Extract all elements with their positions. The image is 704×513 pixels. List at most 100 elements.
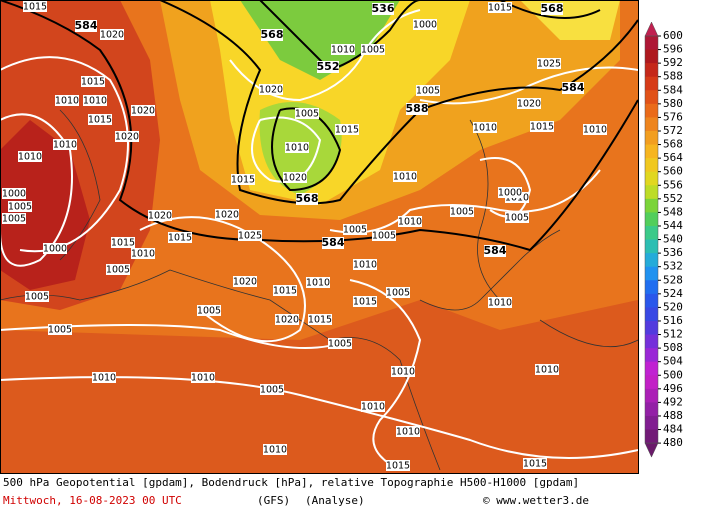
label-box (530, 121, 554, 132)
label-box (115, 131, 139, 142)
label-box (23, 1, 47, 12)
label-box (361, 44, 385, 55)
label-box (131, 105, 155, 116)
label-box (335, 124, 359, 135)
label-box (43, 243, 67, 254)
colorbar-segment (645, 415, 658, 431)
isobar-label: 1015 (81, 77, 105, 88)
label-box (261, 29, 283, 41)
colorbar-segment (645, 36, 658, 51)
label-box (260, 384, 284, 395)
label-box (92, 372, 116, 383)
colorbar-segment (645, 266, 658, 281)
map-frame (0, 0, 639, 474)
label-box (393, 171, 417, 182)
colorbar-segment (645, 212, 658, 227)
colorbar-segment (645, 130, 658, 146)
colorbar-label: 540 (663, 233, 683, 246)
label-box (259, 84, 283, 95)
colorbar-segment (645, 320, 658, 336)
colorbar-segment (645, 90, 658, 105)
label-box (148, 210, 172, 221)
colorbar-label: 576 (663, 110, 683, 123)
label-box (263, 444, 287, 455)
isobar-label: 1005 (295, 109, 319, 120)
colorbar-segment (645, 198, 658, 213)
colorbar-segment (645, 117, 658, 132)
colorbar-label: 580 (663, 97, 683, 110)
label-box (88, 114, 112, 125)
isobar-label: 1005 (2, 214, 26, 225)
isobar-label: 1015 (386, 461, 410, 472)
colorbar-segment (645, 103, 658, 118)
isobar-label: 1015 (231, 175, 255, 186)
label-box (413, 19, 437, 30)
isobar-label: 1010 (353, 260, 377, 271)
label-box (583, 124, 607, 135)
colorbar-segment (645, 307, 658, 322)
label-box (343, 224, 367, 235)
label-box (386, 460, 410, 471)
height-label: 584 (75, 19, 98, 32)
colorbar-segment (645, 171, 658, 186)
model: (GFS) (257, 494, 290, 507)
colorbar-label: 592 (663, 56, 683, 69)
isobar-label: 1015 (23, 2, 47, 13)
colorbar-arrow (644, 442, 659, 458)
isobar-label: 1005 (25, 292, 49, 303)
label-box (517, 98, 541, 109)
label-box (353, 296, 377, 307)
label-box (406, 103, 428, 115)
isobar-label: 1015 (273, 286, 297, 297)
colorbar-label: 480 (663, 436, 683, 449)
colorbar-label: 548 (663, 205, 683, 218)
colorbar-segment (645, 375, 658, 390)
label-box (398, 216, 422, 227)
colorbar-label: 588 (663, 70, 683, 83)
colorbar-label: 524 (663, 287, 683, 300)
colorbar-label: 520 (663, 300, 683, 313)
isobar-label: 1005 (48, 325, 72, 336)
colorbar-label: 556 (663, 178, 683, 191)
isobar-label: 1015 (168, 233, 192, 244)
isobar-label: 1020 (115, 132, 139, 143)
label-box (317, 61, 339, 73)
colorbar-label: 596 (663, 43, 683, 56)
colorbar-label: 560 (663, 165, 683, 178)
isobar-label: 1005 (505, 213, 529, 224)
isobar-label: 1005 (372, 231, 396, 242)
isobar-label: 1015 (523, 459, 547, 470)
colorbar-label: 484 (663, 423, 683, 436)
height-label: 584 (484, 244, 507, 257)
colorbar-segment (645, 253, 658, 268)
colorbar-segment (645, 185, 658, 200)
height-label: 568 (296, 192, 319, 205)
isobar-label: 1010 (331, 45, 355, 56)
isobar-label: 1005 (106, 265, 130, 276)
label-box (361, 401, 385, 412)
colorbar-label: 564 (663, 151, 683, 164)
label-box (505, 212, 529, 223)
isobar-label: 1015 (308, 315, 332, 326)
map (0, 0, 638, 473)
isobar-label: 1010 (263, 445, 287, 456)
label-box (75, 20, 97, 32)
label-box (197, 305, 221, 316)
label-box (100, 29, 124, 40)
isobar-label: 1010 (285, 143, 309, 154)
label-box (450, 206, 474, 217)
colorbar-label: 496 (663, 382, 683, 395)
coastlines (0, 109, 638, 471)
height-label: 584 (322, 236, 345, 249)
colorbar-segment (645, 402, 658, 417)
isobar-label: 1020 (100, 30, 124, 41)
description: 500 hPa Geopotential [gpdam], Bodendruck… (3, 476, 579, 489)
isobar-label: 1020 (275, 315, 299, 326)
colorbar-segment (645, 63, 658, 78)
label-box (473, 122, 497, 133)
colorbar-label: 572 (663, 124, 683, 137)
isobar-label: 1010 (18, 152, 42, 163)
colorbar-segment (645, 239, 658, 254)
label-box (488, 2, 512, 13)
